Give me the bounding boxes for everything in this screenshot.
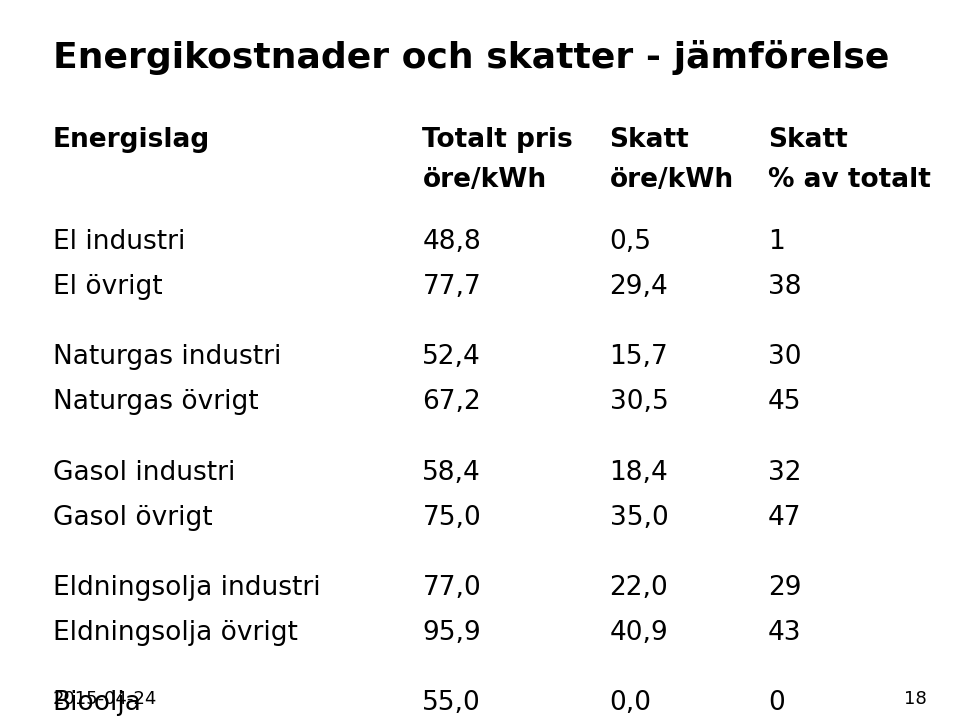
Text: 43: 43	[768, 620, 802, 646]
Text: 0,5: 0,5	[610, 229, 652, 255]
Text: Naturgas övrigt: Naturgas övrigt	[53, 389, 258, 415]
Text: 18,4: 18,4	[610, 460, 668, 486]
Text: Naturgas industri: Naturgas industri	[53, 344, 281, 370]
Text: Gasol övrigt: Gasol övrigt	[53, 505, 212, 531]
Text: El övrigt: El övrigt	[53, 274, 162, 300]
Text: Energikostnader och skatter - jämförelse: Energikostnader och skatter - jämförelse	[53, 40, 889, 75]
Text: 18: 18	[903, 690, 926, 708]
Text: 45: 45	[768, 389, 802, 415]
Text: 55,0: 55,0	[422, 690, 481, 717]
Text: öre/kWh: öre/kWh	[610, 167, 733, 193]
Text: % av totalt: % av totalt	[768, 167, 931, 193]
Text: Skatt: Skatt	[610, 127, 689, 153]
Text: 47: 47	[768, 505, 802, 531]
Text: Totalt pris: Totalt pris	[422, 127, 573, 153]
Text: 52,4: 52,4	[422, 344, 481, 370]
Text: 15,7: 15,7	[610, 344, 668, 370]
Text: 0: 0	[768, 690, 784, 717]
Text: 29: 29	[768, 575, 802, 601]
Text: 30,5: 30,5	[610, 389, 668, 415]
Text: 40,9: 40,9	[610, 620, 668, 646]
Text: Bioolja: Bioolja	[53, 690, 142, 717]
Text: 38: 38	[768, 274, 802, 300]
Text: 29,4: 29,4	[610, 274, 668, 300]
Text: 22,0: 22,0	[610, 575, 668, 601]
Text: 30: 30	[768, 344, 802, 370]
Text: Gasol industri: Gasol industri	[53, 460, 235, 486]
Text: öre/kWh: öre/kWh	[422, 167, 546, 193]
Text: 32: 32	[768, 460, 802, 486]
Text: 75,0: 75,0	[422, 505, 481, 531]
Text: 77,0: 77,0	[422, 575, 481, 601]
Text: 35,0: 35,0	[610, 505, 668, 531]
Text: Eldningsolja industri: Eldningsolja industri	[53, 575, 321, 601]
Text: El industri: El industri	[53, 229, 185, 255]
Text: 48,8: 48,8	[422, 229, 481, 255]
Text: Energislag: Energislag	[53, 127, 210, 153]
Text: 1: 1	[768, 229, 784, 255]
Text: Eldningsolja övrigt: Eldningsolja övrigt	[53, 620, 298, 646]
Text: Skatt: Skatt	[768, 127, 848, 153]
Text: 0,0: 0,0	[610, 690, 652, 717]
Text: 58,4: 58,4	[422, 460, 481, 486]
Text: 2015-04-24: 2015-04-24	[53, 690, 157, 708]
Text: 77,7: 77,7	[422, 274, 481, 300]
Text: 67,2: 67,2	[422, 389, 481, 415]
Text: 95,9: 95,9	[422, 620, 481, 646]
